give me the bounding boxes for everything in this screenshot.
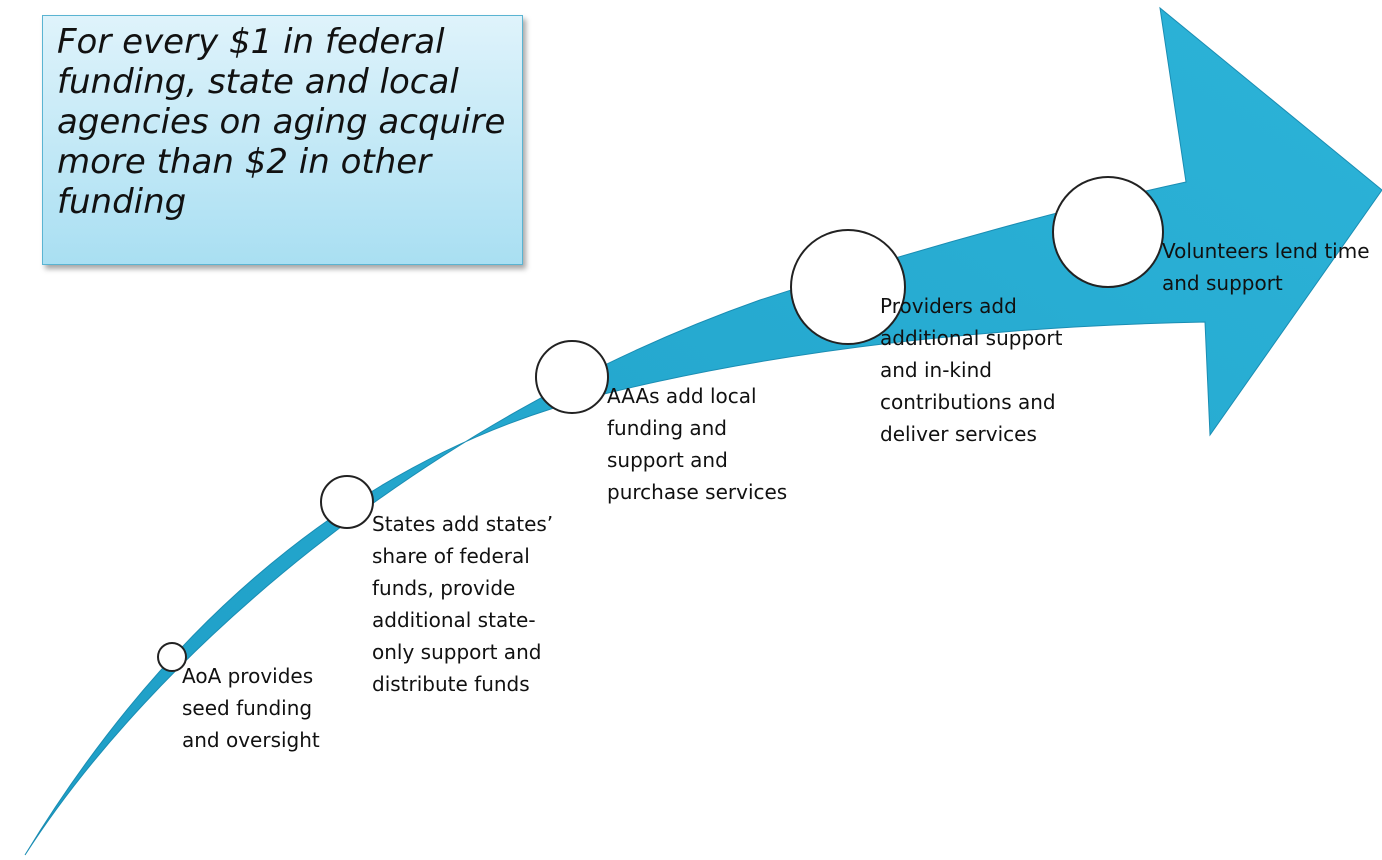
- arrow: [24, 6, 1382, 856]
- step-label: Volunteers lend time and support: [1162, 239, 1370, 295]
- step-label: AAAs add local funding and support and p…: [607, 384, 788, 504]
- step-label: AoA provides seed funding and oversight: [182, 664, 320, 752]
- step-circle: [157, 642, 187, 672]
- step-label: States add states’ share of federal fund…: [372, 512, 554, 696]
- step-circle: [1052, 176, 1164, 288]
- callout: For every $1 in federal funding, state a…: [42, 15, 523, 265]
- step-label: Providers add additional support and in-…: [880, 294, 1063, 446]
- step-circle: [790, 229, 906, 345]
- step-circle: [320, 475, 374, 529]
- circles: [157, 176, 1164, 672]
- step-circle: [535, 340, 609, 414]
